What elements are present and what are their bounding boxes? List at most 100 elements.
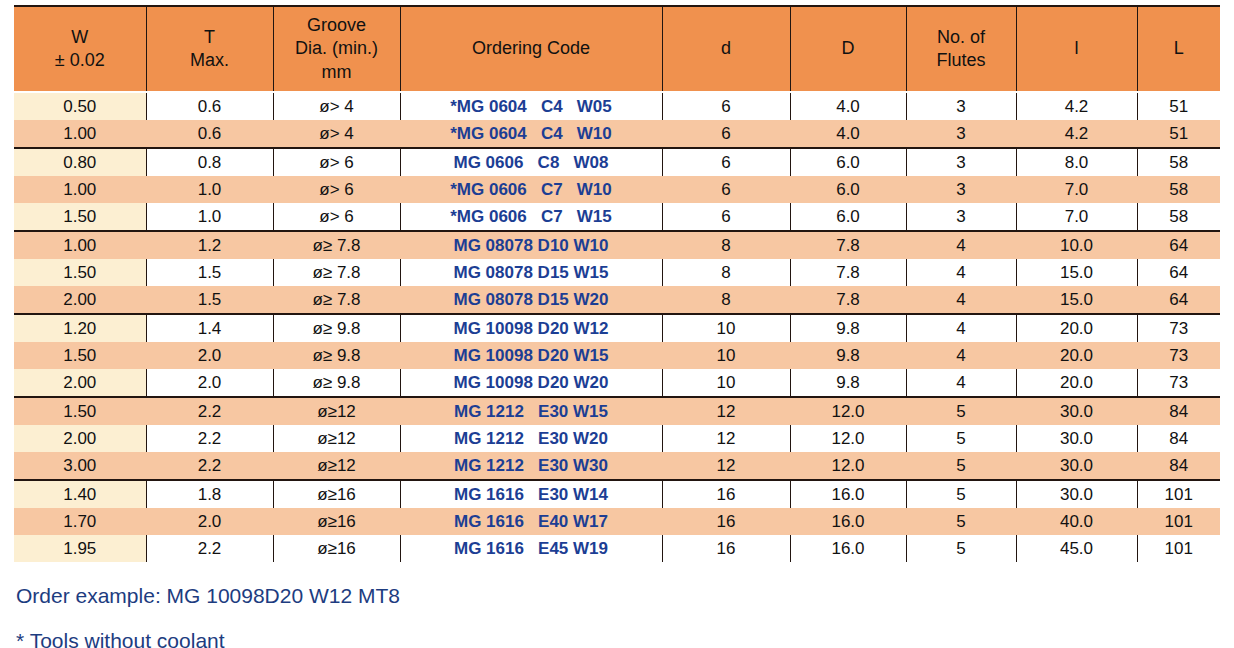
cell-ordering-code: MG 1616 E45 W19 (400, 535, 662, 562)
cell-flutes: 3 (906, 176, 1016, 203)
cell-l-small: 8.0 (1016, 148, 1137, 176)
cell-groove-dia: ø≥ 7.8 (273, 286, 400, 314)
cell-l-large: 51 (1137, 120, 1220, 148)
cell-d-large: 4.0 (790, 92, 906, 120)
cell-d-large: 9.8 (790, 314, 906, 342)
cell-d-small: 8 (662, 286, 790, 314)
cell-groove-dia: ø≥ 9.8 (273, 369, 400, 397)
cell-l-small: 4.2 (1016, 120, 1137, 148)
cell-ordering-code: MG 08078 D10 W10 (400, 231, 662, 259)
cell-groove-dia: ø> 4 (273, 92, 400, 120)
cell-t-max: 2.0 (146, 369, 273, 397)
cell-ordering-code: MG 08078 D15 W20 (400, 286, 662, 314)
cell-d-large: 7.8 (790, 231, 906, 259)
cell-w: 3.00 (14, 452, 146, 480)
cell-ordering-code: MG 1212 E30 W30 (400, 452, 662, 480)
cell-l-small: 20.0 (1016, 314, 1137, 342)
cell-d-large: 6.0 (790, 176, 906, 203)
cell-w: 1.50 (14, 397, 146, 425)
cell-l-large: 84 (1137, 397, 1220, 425)
cell-w: 0.80 (14, 148, 146, 176)
cell-t-max: 2.0 (146, 508, 273, 535)
cell-groove-dia: ø≥12 (273, 397, 400, 425)
cell-d-small: 16 (662, 508, 790, 535)
cell-w: 1.50 (14, 259, 146, 286)
cell-l-large: 64 (1137, 286, 1220, 314)
cell-w: 2.00 (14, 286, 146, 314)
table-row: 1.502.0ø≥ 9.8MG 10098 D20 W15109.8420.07… (14, 342, 1220, 369)
cell-d-large: 7.8 (790, 286, 906, 314)
table-row: 2.002.2ø≥12MG 1212 E30 W201212.0530.084 (14, 425, 1220, 452)
cell-l-large: 58 (1137, 203, 1220, 231)
col-header-w: W ± 0.02 (14, 6, 146, 92)
cell-ordering-code: MG 0606 C8 W08 (400, 148, 662, 176)
cell-l-small: 30.0 (1016, 452, 1137, 480)
cell-w: 1.20 (14, 314, 146, 342)
cell-groove-dia: ø≥12 (273, 425, 400, 452)
cell-t-max: 1.4 (146, 314, 273, 342)
cell-w: 1.00 (14, 120, 146, 148)
header-row: W ± 0.02 T Max. Groove Dia. (min.) mm Or… (14, 6, 1220, 92)
cell-l-large: 64 (1137, 231, 1220, 259)
footer-notes: Order example: MG 10098D20 W12 MT8 * Too… (16, 584, 1234, 648)
cell-l-small: 7.0 (1016, 176, 1137, 203)
cell-d-small: 10 (662, 314, 790, 342)
cell-flutes: 5 (906, 508, 1016, 535)
cell-l-large: 84 (1137, 425, 1220, 452)
cell-l-small: 10.0 (1016, 231, 1137, 259)
cell-ordering-code: MG 08078 D15 W15 (400, 259, 662, 286)
cell-ordering-code: MG 10098 D20 W12 (400, 314, 662, 342)
cell-groove-dia: ø≥16 (273, 535, 400, 562)
cell-d-small: 6 (662, 203, 790, 231)
cell-ordering-code: *MG 0606 C7 W15 (400, 203, 662, 231)
cell-d-small: 6 (662, 120, 790, 148)
cell-t-max: 1.2 (146, 231, 273, 259)
cell-ordering-code: MG 1616 E40 W17 (400, 508, 662, 535)
table-row: 1.502.2ø≥12MG 1212 E30 W151212.0530.084 (14, 397, 1220, 425)
table-row: 1.000.6ø> 4*MG 0604 C4 W1064.034.251 (14, 120, 1220, 148)
cell-flutes: 3 (906, 203, 1016, 231)
cell-groove-dia: ø≥12 (273, 452, 400, 480)
cell-w: 1.40 (14, 480, 146, 508)
cell-t-max: 2.0 (146, 342, 273, 369)
table-row: 1.501.5ø≥ 7.8MG 08078 D15 W1587.8415.064 (14, 259, 1220, 286)
cell-t-max: 2.2 (146, 425, 273, 452)
cell-t-max: 0.8 (146, 148, 273, 176)
col-header-d-small: d (662, 6, 790, 92)
cell-groove-dia: ø> 6 (273, 176, 400, 203)
cell-d-large: 12.0 (790, 452, 906, 480)
cell-w: 1.00 (14, 231, 146, 259)
cell-t-max: 1.5 (146, 259, 273, 286)
cell-d-small: 16 (662, 480, 790, 508)
cell-d-small: 16 (662, 535, 790, 562)
cell-flutes: 5 (906, 397, 1016, 425)
cell-w: 2.00 (14, 425, 146, 452)
cell-l-large: 73 (1137, 369, 1220, 397)
cell-flutes: 4 (906, 286, 1016, 314)
table-row: 1.702.0ø≥16MG 1616 E40 W171616.0540.0101 (14, 508, 1220, 535)
cell-ordering-code: MG 1212 E30 W15 (400, 397, 662, 425)
cell-d-small: 10 (662, 369, 790, 397)
cell-flutes: 5 (906, 535, 1016, 562)
cell-ordering-code: MG 10098 D20 W20 (400, 369, 662, 397)
cell-l-large: 58 (1137, 148, 1220, 176)
cell-flutes: 4 (906, 342, 1016, 369)
table-row: 1.201.4ø≥ 9.8MG 10098 D20 W12109.8420.07… (14, 314, 1220, 342)
cell-l-large: 51 (1137, 92, 1220, 120)
cell-flutes: 3 (906, 148, 1016, 176)
col-header-l-small: l (1016, 6, 1137, 92)
cell-l-small: 30.0 (1016, 425, 1137, 452)
cell-l-small: 30.0 (1016, 480, 1137, 508)
table-row: 0.800.8ø> 6MG 0606 C8 W0866.038.058 (14, 148, 1220, 176)
cell-t-max: 1.8 (146, 480, 273, 508)
cell-d-small: 12 (662, 425, 790, 452)
cell-d-small: 10 (662, 342, 790, 369)
cell-ordering-code: MG 10098 D20 W15 (400, 342, 662, 369)
cell-groove-dia: ø≥16 (273, 480, 400, 508)
cell-l-small: 45.0 (1016, 535, 1137, 562)
cell-t-max: 2.2 (146, 452, 273, 480)
cell-groove-dia: ø≥16 (273, 508, 400, 535)
table-row: 1.001.0ø> 6*MG 0606 C7 W1066.037.058 (14, 176, 1220, 203)
cell-groove-dia: ø> 6 (273, 148, 400, 176)
cell-groove-dia: ø≥ 9.8 (273, 314, 400, 342)
